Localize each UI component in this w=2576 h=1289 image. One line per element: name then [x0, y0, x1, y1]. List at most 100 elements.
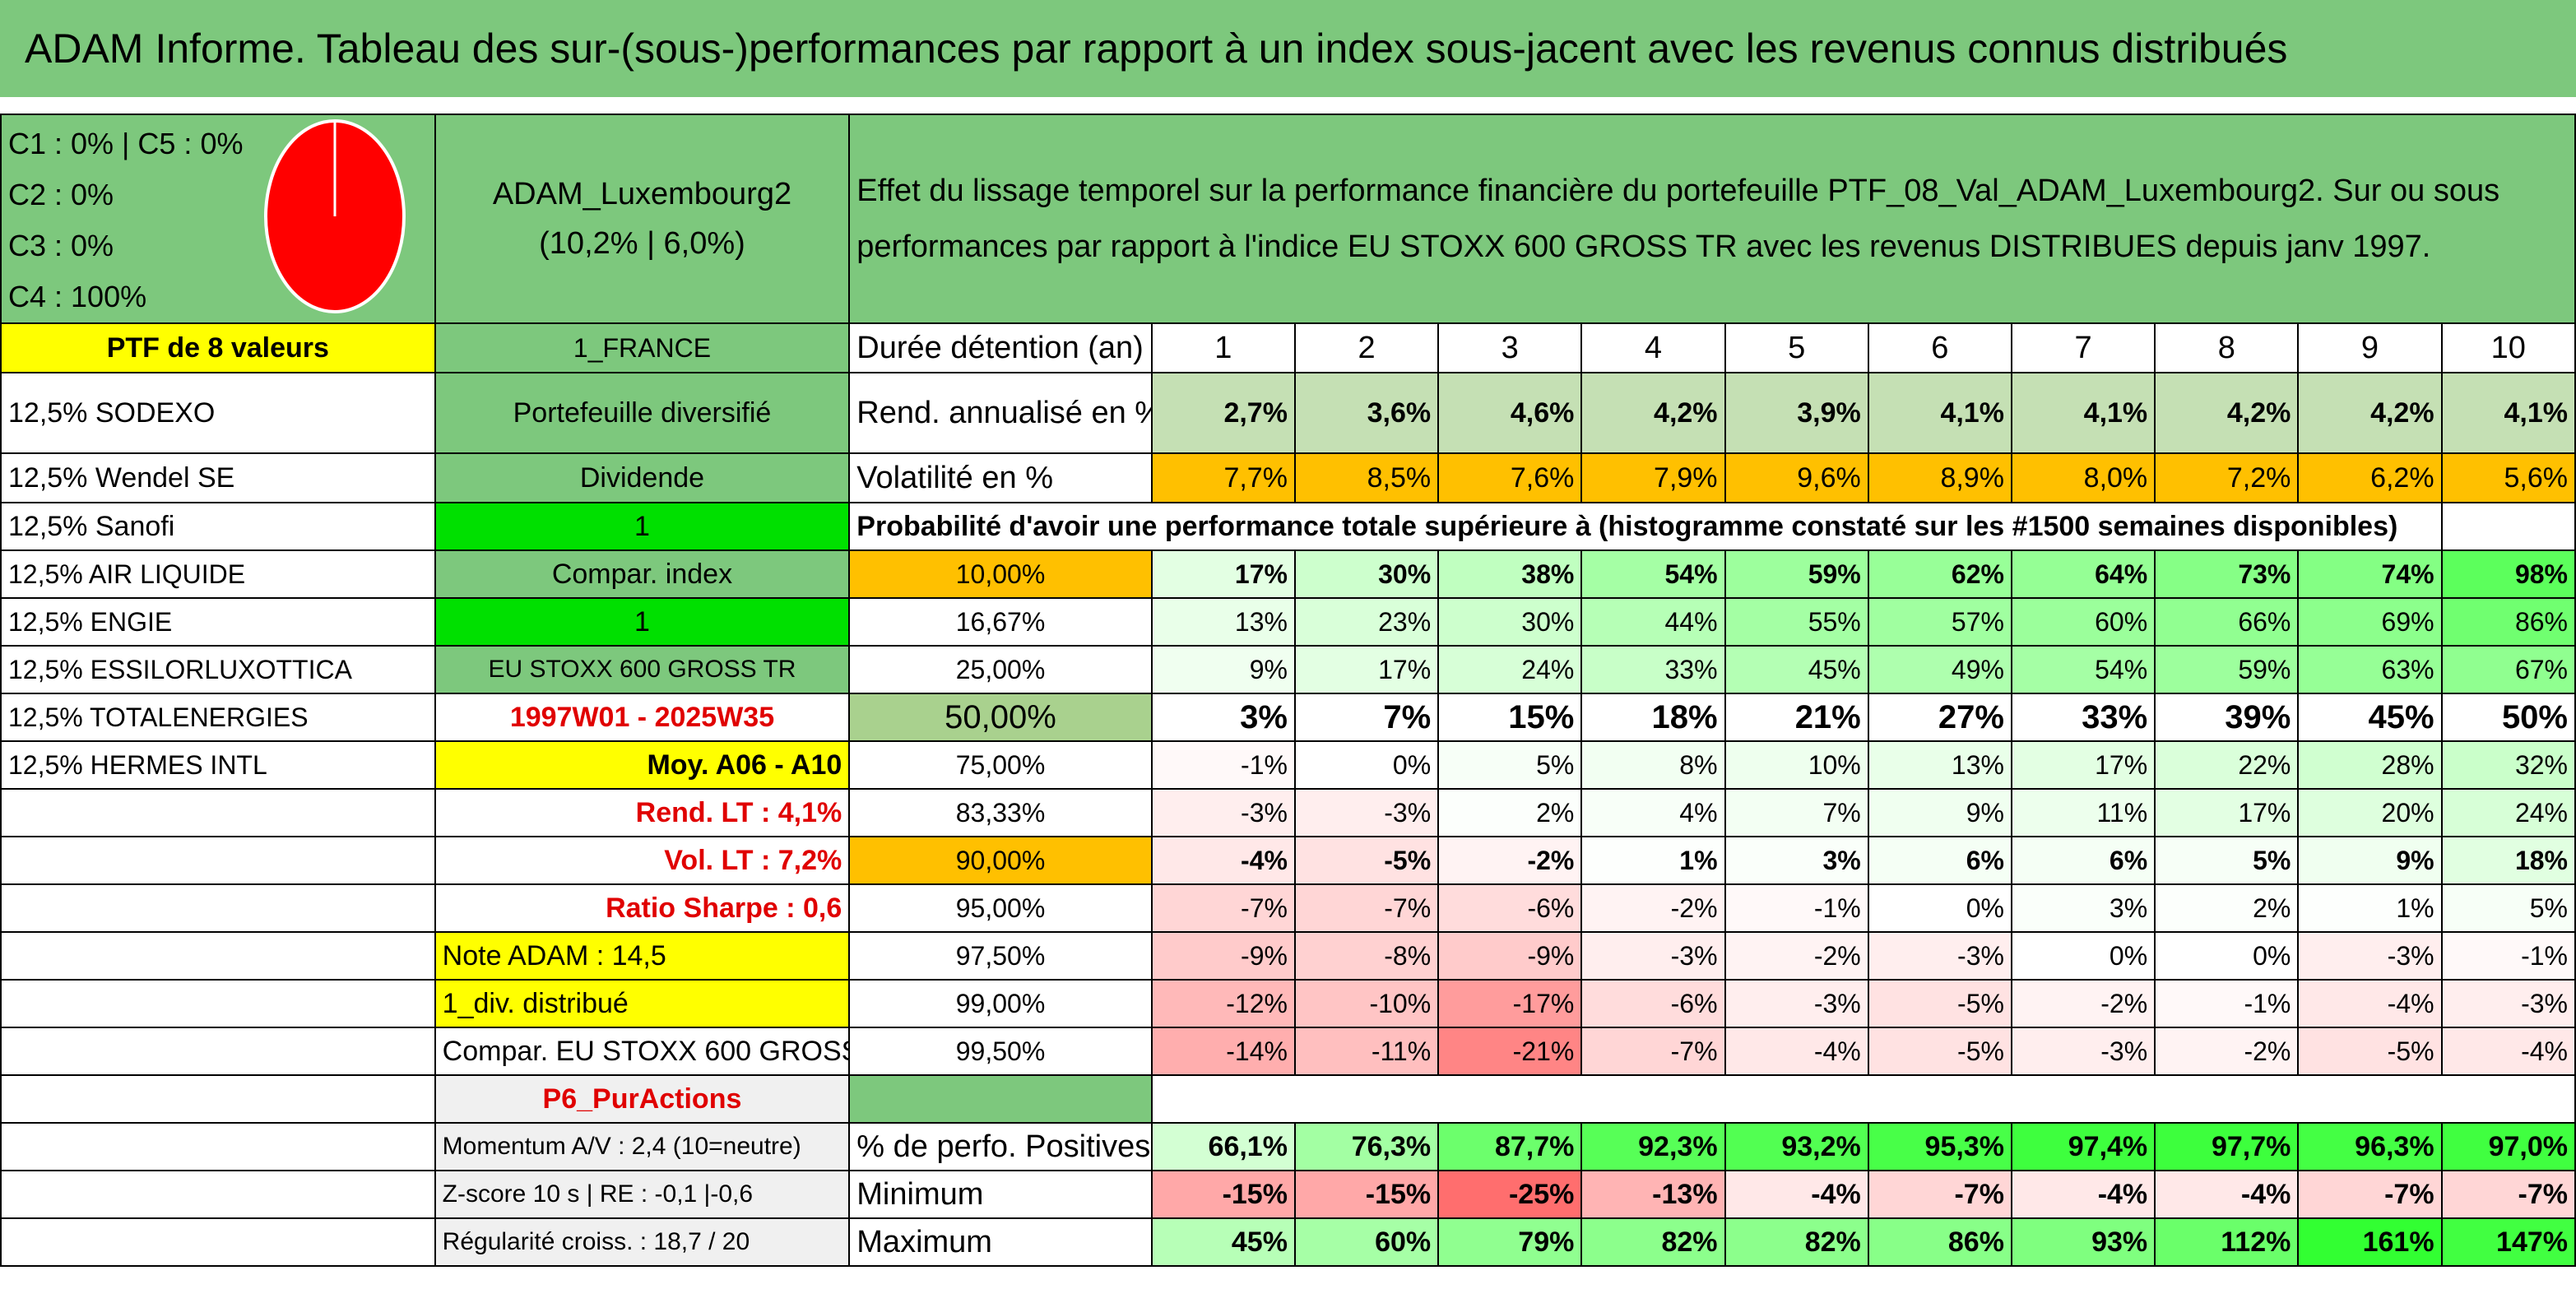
table-row: Compar. EU STOXX 600 GROSS TR99,50%-14%-… [0, 1027, 2576, 1076]
vol-lt-cell: Vol. LT : 7,2% [434, 836, 851, 885]
table-row: Vol. LT : 7,2% 90,00% -4% -5% -2% 1% 3% 6% 6% 5% 9… [0, 836, 2576, 885]
prob-value: 1% [2297, 883, 2443, 933]
table-row: 1_div. distribué 99,00% -12% -10% -17% -6% -3%… [0, 979, 2576, 1028]
description-cell: Effet du lissage temporel sur la perform… [848, 114, 2576, 324]
vol-value: 7,6% [1437, 452, 1583, 503]
rend-value: 2,7% [1150, 372, 1296, 454]
table-row: 12,5% Wendel SE Dividende Volatilité en % 7… [0, 452, 2576, 503]
prob-value: 59% [1724, 549, 1869, 599]
minimum-value: -4% [1724, 1170, 1869, 1219]
prob-value: 30% [1293, 549, 1440, 599]
prob-value: 3% [2010, 883, 2156, 933]
legend-line: C2 : 0% [8, 178, 114, 211]
empty-cell [0, 883, 436, 933]
prob-value: -5% [1867, 1027, 2012, 1076]
positives-value: 76,3% [1293, 1122, 1440, 1171]
prob-value: 67% [2440, 645, 2576, 694]
empty-cell [0, 1217, 436, 1267]
prob-value: 17% [2154, 788, 2300, 837]
holding-item: 12,5% Wendel SE [0, 452, 436, 503]
rend-value: 3,6% [1293, 372, 1440, 454]
prob-value: 69% [2297, 597, 2443, 647]
prob-value: 45% [2297, 693, 2443, 742]
holding-item: 12,5% HERMES INTL [0, 740, 436, 790]
prob-value: 6% [2010, 836, 2156, 885]
table-row: 12,5% ESSILORLUXOTTICA EU STOXX 600 GROSS… [0, 645, 2576, 694]
prob-value: 9% [2297, 836, 2443, 885]
momentum-cell: Momentum A/V : 2,4 (10=neutre) [434, 1122, 851, 1171]
empty-cell [0, 931, 436, 981]
prob-value: -4% [2440, 1027, 2576, 1076]
prob-value: 17% [2010, 740, 2156, 790]
prob-value: -5% [1293, 836, 1440, 885]
prob-value: 27% [1867, 693, 2012, 742]
prob-value: -3% [2010, 1027, 2156, 1076]
positives-value: 96,3% [2297, 1122, 2443, 1171]
prob-value: -3% [1293, 788, 1440, 837]
positives-value: 92,3% [1580, 1122, 1726, 1171]
spacer-row [0, 97, 2576, 114]
prob-value: -6% [1437, 883, 1583, 933]
prob-value: -3% [1867, 931, 2012, 981]
prob-value: 24% [2440, 788, 2576, 837]
prob-value: -5% [1867, 979, 2012, 1028]
table-row: 12,5% Sanofi 1 Probabilité d'avoir une per… [0, 502, 2576, 551]
sharpe-cell: Ratio Sharpe : 0,6 [434, 883, 851, 933]
prob-value: 49% [1867, 645, 2012, 694]
year-header: 3 [1437, 322, 1583, 373]
prob-value: -2% [1580, 883, 1726, 933]
prob-value: 55% [1724, 597, 1869, 647]
prob-value: -2% [1437, 836, 1583, 885]
table-row: Rend. LT : 4,1% 83,33% -3% -3% 2% 4% 7% 9% 11% 17… [0, 788, 2576, 837]
performance-table: C1 : 0% | C5 : 0% C2 : 0% C3 : 0% C4 : 1… [0, 114, 2576, 1267]
prob-value: 33% [1580, 645, 1726, 694]
prob-value: -8% [1293, 931, 1440, 981]
minimum-value: -7% [2297, 1170, 2443, 1219]
one-b-cell: 1 [434, 597, 851, 647]
maximum-value: 82% [1580, 1217, 1726, 1267]
positives-value: 97,4% [2010, 1122, 2156, 1171]
year-header: 6 [1867, 322, 2012, 373]
prob-value: 7% [1293, 693, 1440, 742]
prob-value: 32% [2440, 740, 2576, 790]
prob-value: 63% [2297, 645, 2443, 694]
prob-value: 0% [2154, 931, 2300, 981]
year-header: 4 [1580, 322, 1726, 373]
prob-value: 50% [2440, 693, 2576, 742]
vol-label: Volatilité en % [848, 452, 1153, 503]
prob-value: 24% [1437, 645, 1583, 694]
vol-value: 8,5% [1293, 452, 1440, 503]
prob-value: 9% [1150, 645, 1296, 694]
prob-value: -10% [1293, 979, 1440, 1028]
rend-value: 4,1% [1867, 372, 2012, 454]
prob-value: -5% [2297, 1027, 2443, 1076]
holding-item: 12,5% ENGIE [0, 597, 436, 647]
prob-value: -4% [1724, 1027, 1869, 1076]
prob-value: 59% [2154, 645, 2300, 694]
prob-value: -3% [1580, 931, 1726, 981]
year-header: 8 [2154, 322, 2300, 373]
prob-value: 62% [1867, 549, 2012, 599]
holding-item: 12,5% SODEXO [0, 372, 436, 454]
maximum-label: Maximum [848, 1217, 1153, 1267]
prob-value: -1% [1150, 740, 1296, 790]
prob-value: 7% [1724, 788, 1869, 837]
prob-value: 66% [2154, 597, 2300, 647]
prob-value: 33% [2010, 693, 2156, 742]
minimum-label: Minimum [848, 1170, 1153, 1219]
prob-value: -9% [1150, 931, 1296, 981]
zscore-cell: Z-score 10 s | RE : -0,1 |-0,6 [434, 1170, 851, 1219]
portfolio-name-cell: ADAM_Luxembourg2 (10,2% | 6,0%) [434, 114, 851, 324]
dividend-cell: Dividende [434, 452, 851, 503]
empty-cell [0, 1074, 436, 1124]
prob-value: 64% [2010, 549, 2156, 599]
rend-value: 4,1% [2010, 372, 2156, 454]
table-row: 12,5% AIR LIQUIDE Compar. index 10,00% 17% 3… [0, 549, 2576, 599]
table-row: 12,5% HERMES INTL Moy. A06 - A10 75,00% -1%… [0, 740, 2576, 790]
maximum-value: 45% [1150, 1217, 1296, 1267]
prob-value: 17% [1150, 549, 1296, 599]
threshold-label: 83,33% [848, 788, 1153, 837]
legend-line: C1 : 0% | C5 : 0% [8, 127, 244, 160]
prob-value: 13% [1150, 597, 1296, 647]
holding-item: 12,5% TOTALENERGIES [0, 693, 436, 742]
